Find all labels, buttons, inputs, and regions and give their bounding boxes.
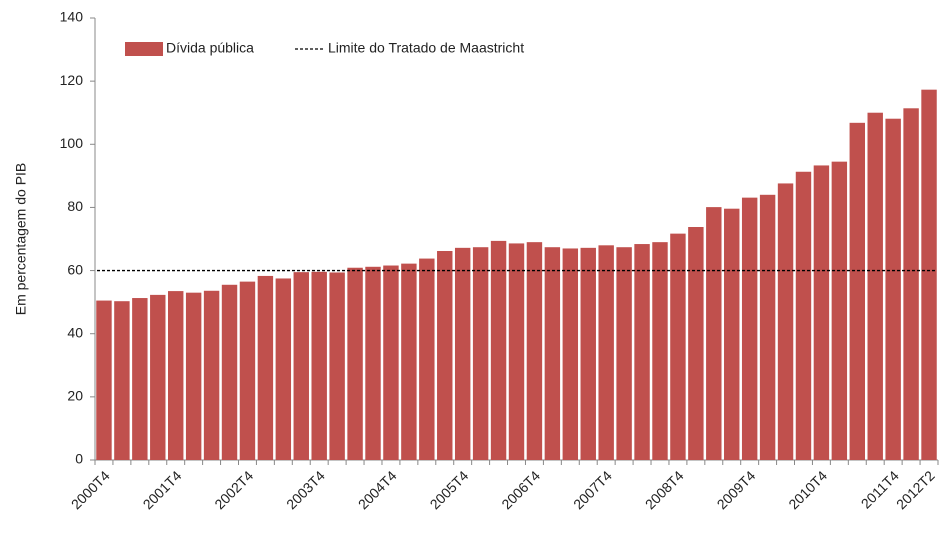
bar xyxy=(724,208,740,460)
bar xyxy=(365,266,381,460)
bar xyxy=(221,284,238,460)
y-tick-label: 0 xyxy=(75,451,83,467)
bar xyxy=(168,291,184,460)
x-tick-label: 2006T4 xyxy=(498,467,543,512)
bar xyxy=(813,165,830,460)
bar xyxy=(132,298,148,460)
bar xyxy=(437,250,453,460)
x-tick-label: 2000T4 xyxy=(68,467,113,512)
bar xyxy=(903,108,919,461)
bar xyxy=(885,118,901,460)
y-tick-label: 40 xyxy=(67,324,83,340)
x-tick-label: 2003T4 xyxy=(283,467,328,512)
y-tick-label: 140 xyxy=(60,9,84,25)
y-tick-label: 20 xyxy=(67,388,83,404)
bar xyxy=(490,240,507,460)
bar xyxy=(777,183,794,461)
bar xyxy=(795,171,812,460)
bar xyxy=(544,247,561,460)
bar xyxy=(616,247,632,460)
bar xyxy=(293,272,309,460)
bar xyxy=(562,248,579,460)
bar xyxy=(634,244,650,460)
bar xyxy=(114,301,130,460)
bar xyxy=(347,267,363,460)
bar xyxy=(383,265,399,460)
bar xyxy=(239,281,256,460)
x-tick-label: 2011T4 xyxy=(858,467,902,511)
bar xyxy=(921,89,937,460)
y-tick-label: 100 xyxy=(60,135,84,151)
bar xyxy=(203,290,220,460)
bar xyxy=(508,243,525,460)
legend-label: Limite do Tratado de Maastricht xyxy=(328,40,524,56)
bar xyxy=(257,275,274,460)
x-tick-label: 2008T4 xyxy=(642,467,687,512)
x-tick-label: 2010T4 xyxy=(785,467,830,512)
bar xyxy=(598,245,614,460)
x-tick-label: 2002T4 xyxy=(211,467,256,512)
x-tick-label: 2005T4 xyxy=(427,467,472,512)
bar xyxy=(329,272,345,460)
legend-label: Dívida pública xyxy=(166,40,254,56)
bar xyxy=(688,227,704,460)
bar xyxy=(831,161,848,460)
bar xyxy=(311,271,327,460)
bar xyxy=(670,233,686,460)
bar xyxy=(849,122,865,461)
y-tick-label: 120 xyxy=(60,72,84,88)
x-tick-label: 2004T4 xyxy=(355,467,400,512)
x-tick-label: 2007T4 xyxy=(570,467,615,512)
bar xyxy=(185,292,202,460)
y-axis-label: Em percentagem do PIB xyxy=(13,163,29,316)
bar xyxy=(706,207,722,460)
bar xyxy=(741,197,758,461)
y-tick-label: 80 xyxy=(67,198,83,214)
x-tick-label: 2012T2 xyxy=(893,467,938,512)
bar xyxy=(526,242,543,460)
y-tick-label: 60 xyxy=(67,261,83,277)
x-tick-label: 2009T4 xyxy=(714,467,759,512)
bar xyxy=(150,294,166,460)
bar xyxy=(472,247,489,460)
legend-swatch xyxy=(125,42,163,56)
bar xyxy=(759,194,776,461)
bar xyxy=(401,263,417,460)
bar xyxy=(275,278,292,460)
bar xyxy=(419,258,435,460)
bar xyxy=(454,247,471,460)
bar xyxy=(580,247,596,460)
bar xyxy=(96,300,112,460)
bar xyxy=(652,242,668,460)
bar xyxy=(867,112,883,460)
x-tick-label: 2001T4 xyxy=(140,467,185,512)
